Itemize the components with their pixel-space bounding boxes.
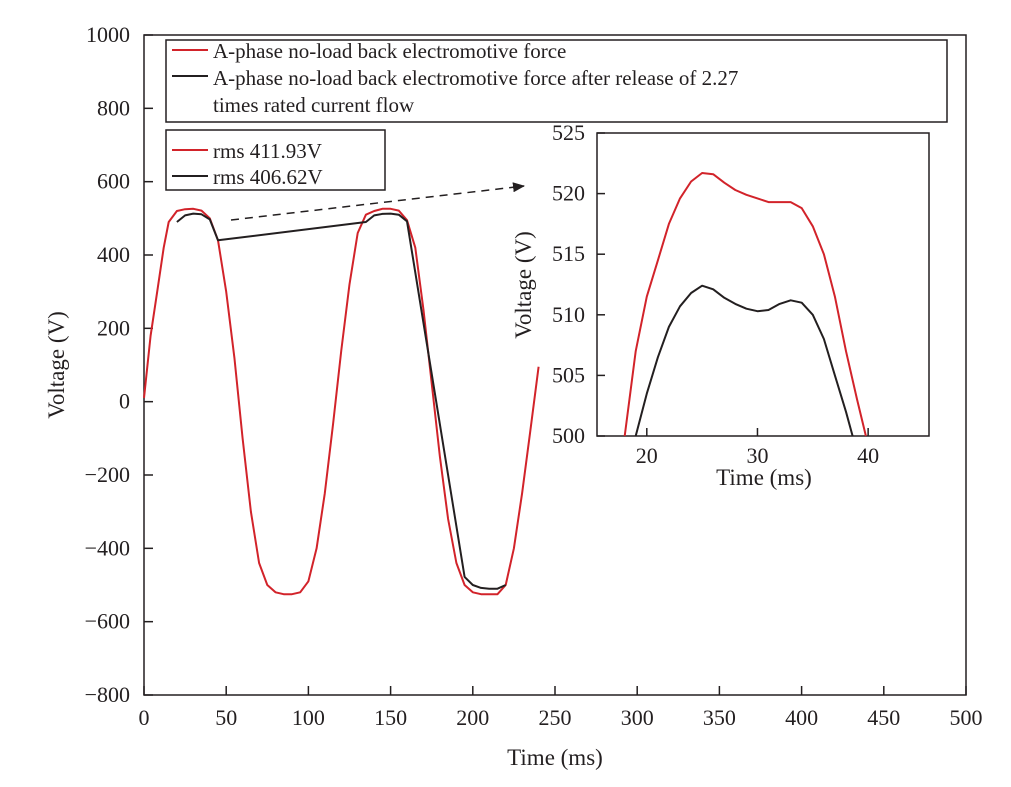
main-x-tick-label-1: 50 [215,705,237,730]
inset-y-tick-label-1: 505 [552,362,585,387]
inset-x-axis-label: Time (ms) [716,465,812,490]
main-y-tick-label-2: −400 [85,535,130,560]
main-x-tick-label-0: 0 [139,705,150,730]
main-x-tick-label-3: 150 [374,705,407,730]
main-x-tick-label-10: 500 [950,705,983,730]
rms-entry-black: rms 406.62V [213,165,323,189]
main-series [143,207,540,596]
inset-plot-frame [596,132,930,437]
rms-entry-red: rms 411.93V [213,139,322,163]
main-x-tick-label-5: 250 [539,705,572,730]
main-y-tick-label-3: −200 [85,462,130,487]
main-axes: 0 50 100 150 200 250 300 350 400 450 500−800−600−4… [85,22,983,730]
inset-x-tick-label-1: 30 [746,443,768,468]
inset-y-tick-label-3: 515 [552,241,585,266]
legend-entry-red: A-phase no-load back electromotive force [213,39,566,63]
main-y-tick-label-8: 800 [97,95,130,120]
zoom-arrow [230,182,525,221]
rms-legend: rms 411.93V rms 406.62V [165,129,386,191]
inset-series [623,172,867,437]
legend-frame [165,39,948,123]
main-x-tick-label-6: 300 [621,705,654,730]
inset-series-line-1 [634,284,854,437]
inset-y-tick-label-5: 525 [552,120,585,145]
inset-y-tick-label-2: 510 [552,302,585,327]
main-x-tick-label-7: 350 [703,705,736,730]
inset-y-axis-label: Voltage (V) [511,231,536,339]
legend-entry-black: A-phase no-load back electromotive force… [213,66,738,90]
main-y-axis-label: Voltage (V) [44,311,69,419]
main-series-line-1 [176,212,507,590]
main-y-tick-label-5: 200 [97,315,130,340]
legend: A-phase no-load back electromotive force… [165,39,948,123]
inset-y-tick-label-4: 520 [552,181,585,206]
main-y-tick-label-1: −600 [85,609,130,634]
main-x-tick-label-4: 200 [456,705,489,730]
main-y-tick-label-0: −800 [85,682,130,707]
main-x-axis-label: Time (ms) [507,745,603,770]
inset-series-line-0 [623,172,867,437]
main-series-line-0 [143,207,540,596]
main-x-tick-label-8: 400 [785,705,818,730]
main-y-tick-label-6: 400 [97,242,130,267]
inset-x-tick-label-2: 40 [857,443,879,468]
legend-entry-black-line2: times rated current flow [213,93,415,117]
rms-legend-frame [165,129,386,191]
main-x-tick-label-2: 100 [292,705,325,730]
inset-y-tick-label-0: 500 [552,423,585,448]
inset-axes: 20 30 40 500 505 510 515 520 525 [552,120,879,468]
main-y-tick-label-7: 600 [97,169,130,194]
main-x-tick-label-9: 450 [867,705,900,730]
inset-x-tick-label-0: 20 [636,443,658,468]
main-y-tick-label-9: 1000 [86,22,130,47]
main-y-tick-label-4: 0 [119,389,130,414]
